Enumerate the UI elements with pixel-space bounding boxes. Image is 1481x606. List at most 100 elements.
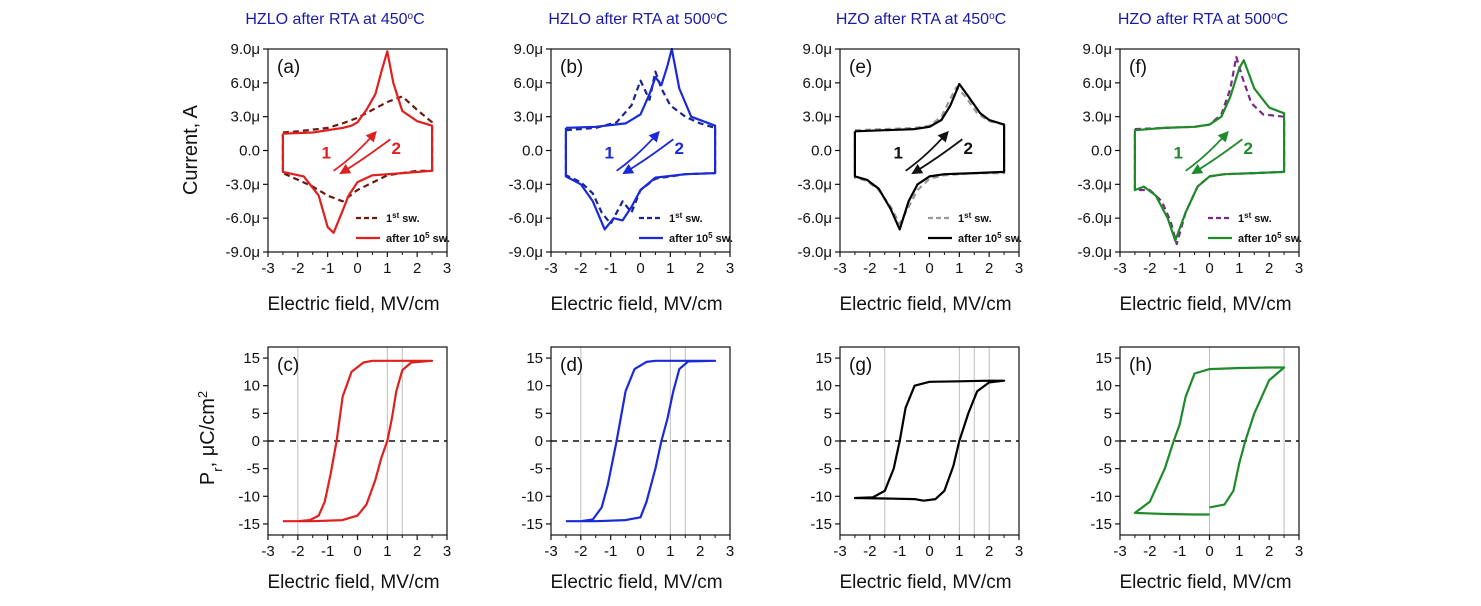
x-tick-label: -3: [833, 543, 846, 560]
x-tick-label: 3: [443, 543, 451, 560]
y-tick-label: 5: [535, 405, 543, 422]
series-after-sw: [1133, 366, 1286, 516]
x-tick-label: 3: [1015, 543, 1023, 560]
y-tick-label: -10: [1090, 488, 1112, 505]
arrow-1-label: 1: [604, 143, 613, 162]
y-tick-label: -6.0μ: [226, 210, 261, 227]
x-tick-label: 3: [1015, 260, 1023, 277]
y-tick-label: 0: [535, 433, 543, 450]
column-title: HZO after RTA at 500oC: [1118, 11, 1288, 29]
x-tick-label: -1: [893, 260, 906, 277]
y-tick-label: 10: [1095, 378, 1112, 395]
y-tick-label: 0.0: [522, 143, 543, 160]
x-tick-label: 3: [443, 260, 451, 277]
y-tick-label: 6.0μ: [231, 75, 261, 92]
x-tick-label: 1: [1235, 260, 1243, 277]
y-tick-label: 0: [252, 433, 260, 450]
y-tick-label: 15: [526, 350, 543, 367]
arrow-1: [905, 130, 949, 172]
x-axis-label: Electric field, MV/cm: [1119, 572, 1291, 593]
x-axis-label: Electric field, MV/cm: [267, 572, 439, 593]
x-tick-label: 0: [925, 543, 933, 560]
x-tick-label: 0: [636, 543, 644, 560]
x-tick-label: -1: [321, 543, 334, 560]
y-tick-label: -15: [1090, 516, 1112, 533]
y-tick-label: 0.0: [811, 143, 832, 160]
x-tick-label: 2: [696, 260, 704, 277]
legend-first-label: 1st sw.: [386, 211, 420, 226]
series-first-sw: [564, 70, 717, 225]
x-tick-label: 2: [985, 543, 993, 560]
legend-after-label: after 105 sw.: [386, 231, 450, 246]
panel-f: -3 -2 -1 0 1 2 3 9.0μ 6.0μ 3.0μ 0.0 -3.0μ -6.0μ -9.0μ…: [1078, 41, 1304, 315]
x-tick-label: -3: [261, 260, 274, 277]
y-tick-label: -15: [238, 516, 260, 533]
x-tick-label: -2: [1143, 260, 1156, 277]
y-tick-label: -6.0μ: [798, 210, 833, 227]
y-tick-label: 15: [1095, 350, 1112, 367]
y-tick-label: 9.0μ: [1083, 41, 1113, 58]
arrow-2-label: 2: [964, 139, 973, 158]
x-tick-label: 1: [955, 543, 963, 560]
legend-after-label: after 105 sw.: [958, 231, 1022, 246]
y-tick-label: -10: [238, 488, 260, 505]
panel-b: -3 -2 -1 0 1 2 3 9.0μ 6.0μ 3.0μ 0.0 -3.0μ -6.0μ -9.0μ…: [509, 41, 735, 315]
series-after-sw: [564, 47, 717, 231]
panel-a: -3 -2 -1 0 1 2 3 9.0μ 6.0μ 3.0μ 0.0 -3.0μ -6.0μ -9.0μ…: [226, 41, 452, 315]
x-tick-label: -2: [291, 543, 304, 560]
x-tick-label: 0: [353, 543, 361, 560]
x-tick-label: -2: [863, 260, 876, 277]
y-tick-label: 0.0: [1091, 143, 1112, 160]
legend-after-label: after 105 sw.: [669, 231, 733, 246]
y-tick-label: 5: [1104, 405, 1112, 422]
x-tick-label: -3: [261, 543, 274, 560]
panel-label: (h): [1129, 355, 1152, 376]
y-tick-label: 3.0μ: [514, 109, 544, 126]
y-tick-label: -5: [1099, 461, 1112, 478]
x-tick-label: -3: [833, 260, 846, 277]
y-tick-label: 0: [1104, 433, 1112, 450]
x-tick-label: -2: [291, 260, 304, 277]
x-tick-label: 0: [353, 260, 361, 277]
x-tick-label: 1: [383, 260, 391, 277]
y-tick-label: -10: [810, 488, 832, 505]
y-tick-label: -15: [810, 516, 832, 533]
x-tick-label: -1: [1173, 543, 1186, 560]
panel-label: (g): [849, 355, 872, 376]
x-tick-label: -1: [604, 543, 617, 560]
x-tick-label: 0: [1205, 260, 1213, 277]
y-tick-label: -10: [521, 488, 543, 505]
panel-label: (e): [849, 57, 872, 78]
x-tick-label: -1: [321, 260, 334, 277]
y-tick-label: -5: [819, 461, 832, 478]
y-tick-label: 9.0μ: [803, 41, 833, 58]
panel-label: (d): [560, 355, 583, 376]
x-tick-label: -3: [1113, 260, 1126, 277]
column-titles: HZLO after RTA at 450oC HZLO after RTA at…: [245, 11, 1288, 29]
series-after-sw: [853, 82, 1006, 231]
y-tick-label: -6.0μ: [509, 210, 544, 227]
x-tick-label: 2: [1265, 260, 1273, 277]
series-after-sw: [1133, 59, 1286, 242]
legend-first-label: 1st sw.: [958, 211, 992, 226]
y-tick-label: 6.0μ: [1083, 75, 1113, 92]
y-tick-label: 6.0μ: [803, 75, 833, 92]
x-tick-label: 2: [1265, 543, 1273, 560]
legend-first-label: 1st sw.: [1238, 211, 1272, 226]
arrow-2: [339, 138, 391, 175]
series-after-sw: [565, 359, 717, 523]
x-tick-label: 1: [666, 260, 674, 277]
arrow-2-label: 2: [675, 139, 684, 158]
arrow-1-label: 1: [321, 143, 330, 162]
y-tick-label: -3.0μ: [509, 176, 544, 193]
y-tick-label: 10: [526, 378, 543, 395]
y-tick-label: -6.0μ: [1078, 210, 1113, 227]
y-tick-label: 15: [815, 350, 832, 367]
y-tick-label: 10: [815, 378, 832, 395]
column-title: HZO after RTA at 450oC: [836, 11, 1006, 29]
y-tick-label: -3.0μ: [798, 176, 833, 193]
x-axis-label: Electric field, MV/cm: [1119, 294, 1291, 315]
